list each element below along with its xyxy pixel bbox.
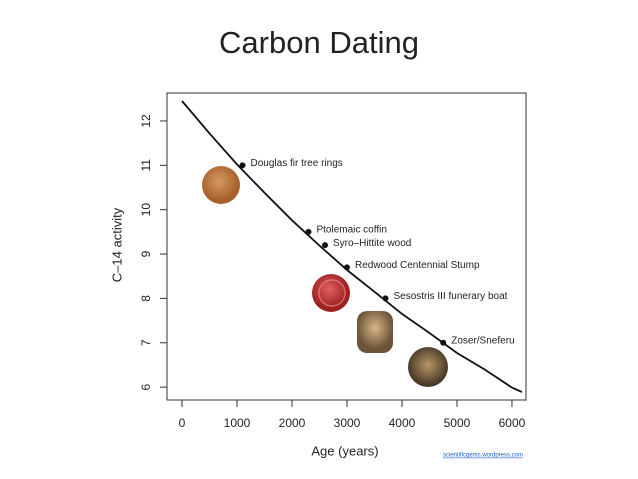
x-tick-label: 1000 [224,416,251,430]
x-axis-label: Age (years) [311,443,378,458]
credit-link[interactable]: scientificgems.wordpress.com [443,453,523,459]
point-label: Zoser/Sneferu [451,335,514,346]
point-label: Douglas fir tree rings [251,158,343,169]
data-point [343,264,350,271]
y-tick-label: 8 [139,295,153,302]
y-tick-label: 12 [139,114,153,128]
point-label: Ptolemaic coffin [316,225,386,236]
data-point [382,295,389,302]
decay-curve [181,100,523,393]
data-point [440,339,447,346]
y-tick-label: 10 [139,203,153,217]
x-tick-label: 3000 [334,416,361,430]
x-tick-label: 6000 [499,416,526,430]
y-tick-label: 11 [139,159,153,172]
x-tick-label: 0 [179,416,186,430]
y-tick-label: 9 [139,250,153,257]
data-point [239,162,246,169]
point-label: Redwood Centennial Stump [355,260,480,271]
y-tick-label: 6 [139,383,153,390]
y-tick-label: 7 [139,339,153,346]
wood-image [202,166,240,204]
sculpture-image [357,311,393,353]
x-tick-label: 5000 [444,416,471,430]
point-label: Sesostris III funerary boat [393,291,507,302]
redwood-rings [318,279,346,307]
data-point [305,228,312,235]
x-tick-label: 4000 [389,416,416,430]
point-label: Syro–Hittite wood [333,238,411,249]
data-point [321,242,328,249]
chart-title: Carbon Dating [219,25,419,60]
y-axis-label: C–14 activity [109,207,124,282]
pharaoh-image [408,347,448,387]
x-tick-label: 2000 [279,416,306,430]
